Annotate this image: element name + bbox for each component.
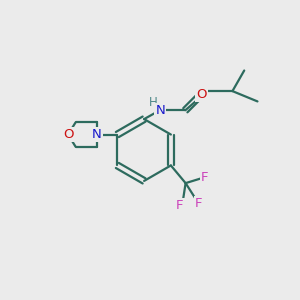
Text: N: N <box>155 104 165 117</box>
Text: F: F <box>201 171 208 184</box>
Text: F: F <box>176 199 184 212</box>
Text: O: O <box>63 128 74 141</box>
Text: F: F <box>195 197 202 210</box>
Text: O: O <box>196 88 207 100</box>
Text: N: N <box>92 128 102 141</box>
Text: H: H <box>148 95 157 109</box>
